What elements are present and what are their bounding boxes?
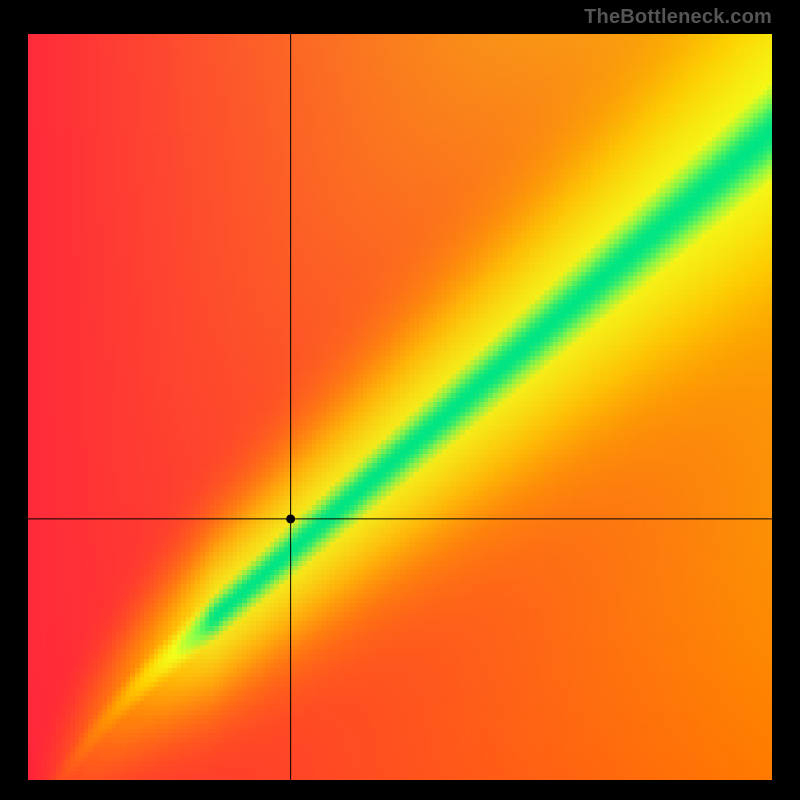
heatmap-canvas [28,34,772,780]
watermark-text: TheBottleneck.com [584,6,772,29]
chart-container: TheBottleneck.com [0,0,800,800]
